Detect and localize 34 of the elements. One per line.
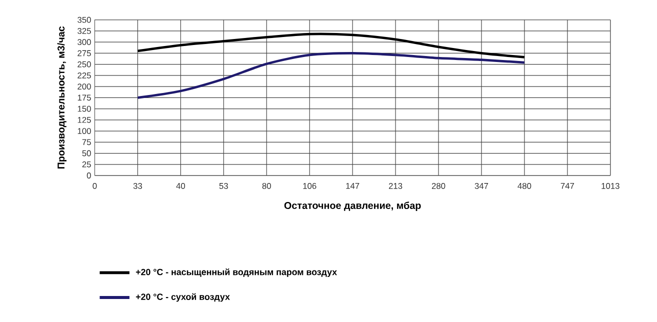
- legend-label: +20 °C - сухой воздух: [136, 293, 230, 302]
- y-tick-label: 225: [78, 72, 91, 78]
- x-tick-label: 347: [474, 182, 488, 189]
- y-tick-label: 300: [78, 38, 91, 45]
- x-tick-label: 747: [560, 182, 574, 189]
- line-series: [136, 52, 526, 99]
- x-axis-title: Остаточное давление, мбар: [284, 202, 421, 211]
- x-tick-label: 53: [219, 182, 228, 189]
- y-tick-label: 175: [78, 94, 91, 100]
- y-axis-title: Производительность, м3/час: [57, 26, 66, 168]
- x-tick-label: 40: [176, 182, 186, 189]
- x-tick-label: 106: [303, 182, 316, 189]
- y-tick-label: 25: [82, 161, 91, 168]
- y-tick-label: 125: [78, 116, 91, 123]
- y-tick-label: 275: [78, 50, 91, 56]
- x-tick-label: 480: [518, 182, 532, 189]
- x-tick-label: 280: [432, 182, 446, 189]
- y-tick-label: 50: [82, 150, 91, 156]
- y-tick-label: 200: [78, 83, 91, 90]
- x-tick-label: 1013: [602, 182, 620, 189]
- x-tick-label: 80: [262, 182, 271, 189]
- x-tick-label: 213: [388, 182, 402, 189]
- legend-label: +20 °C - насыщенный водяным паром воздух: [136, 268, 337, 277]
- y-tick-label: 100: [78, 128, 91, 134]
- line-series: [136, 32, 526, 58]
- y-tick-label: 75: [82, 139, 91, 145]
- y-tick-label: 0: [86, 172, 91, 178]
- y-tick-label: 150: [78, 106, 91, 112]
- y-tick-label: 250: [78, 61, 91, 68]
- x-tick-label: 147: [346, 182, 360, 189]
- x-tick-label: 33: [133, 182, 142, 189]
- x-tick-label: 0: [92, 182, 97, 189]
- y-tick-label: 350: [78, 16, 91, 23]
- y-tick-label: 325: [78, 28, 91, 34]
